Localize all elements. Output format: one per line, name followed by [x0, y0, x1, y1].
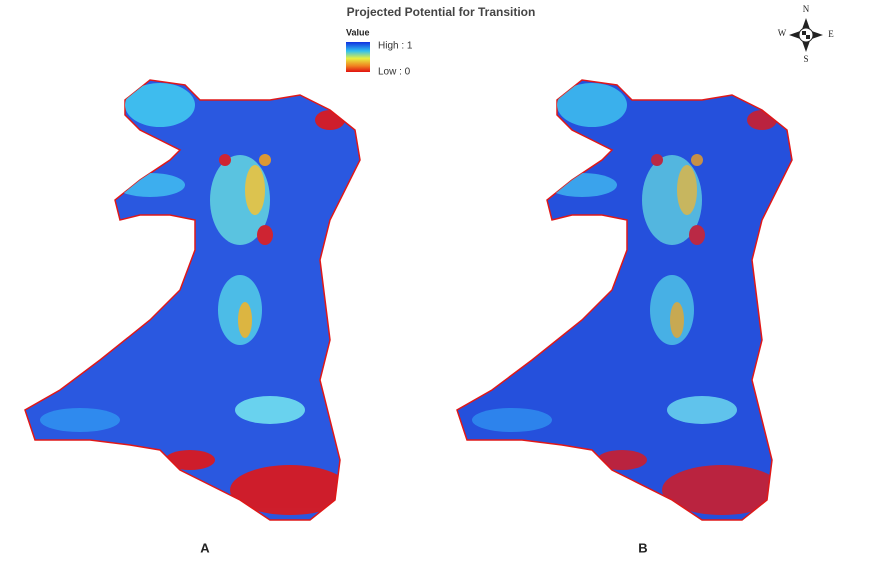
panel-label: A: [200, 540, 210, 555]
legend-ramp: [346, 42, 370, 72]
panel-label: B: [638, 540, 647, 555]
legend-high: High : 1: [378, 41, 413, 52]
compass-s: S: [803, 54, 808, 64]
title: Projected Potential for Transition: [347, 5, 536, 19]
legend-low: Low : 0: [378, 67, 411, 78]
map-a: [24, 79, 361, 521]
compass-n: N: [803, 4, 810, 14]
map-b: [456, 79, 793, 521]
compass-w: W: [778, 28, 787, 38]
compass: N S E W: [778, 4, 835, 64]
compass-e: E: [828, 29, 834, 39]
legend-heading: Value: [346, 27, 370, 37]
